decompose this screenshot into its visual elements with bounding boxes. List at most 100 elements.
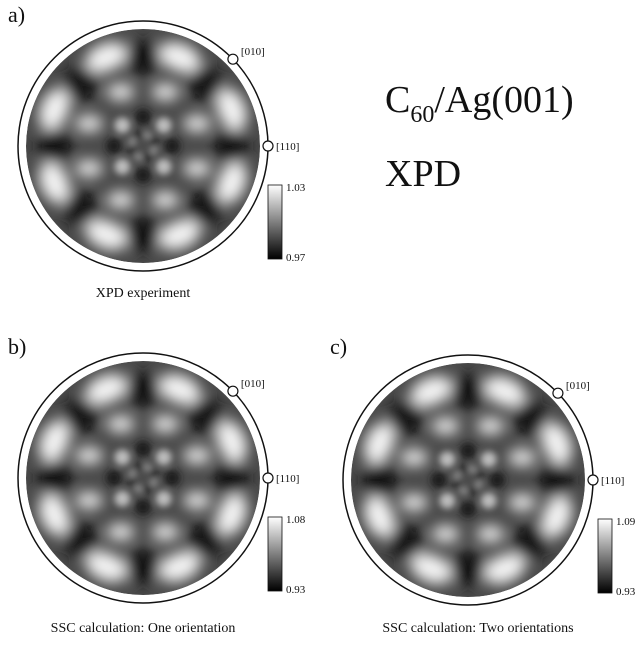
mid-band [183,159,211,177]
dark-spot [37,460,73,496]
inner-spot [459,487,467,495]
direction-label: [110] [601,475,624,487]
direction-label: [110] [276,473,299,485]
method-label: XPD [385,153,461,195]
dark-spot [538,462,574,498]
center-spot [135,109,151,125]
mid-band [151,415,179,433]
dark-spot [362,462,398,498]
center-spot [156,117,172,133]
dark-spot [63,190,99,226]
panel-caption: XPD experiment [96,286,191,301]
inner-spot [134,485,142,493]
title-rest: /Ag(001) [434,79,573,121]
center-spot [156,449,172,465]
colorbar [268,185,282,259]
inner-spot [453,471,461,479]
inner-spot [135,463,143,471]
mid-band [476,417,504,435]
inner-spot [469,465,477,473]
mid-band [151,83,179,101]
inner-spot [128,469,136,477]
inner-spot [150,147,158,155]
dark-spot [63,522,99,558]
mid-band [75,491,103,509]
direction-label: [110] [276,141,299,153]
mid-band [476,525,504,543]
colorbar-max: 1.08 [286,514,306,526]
mid-band [107,523,135,541]
center-spot [460,443,476,459]
center-spot [156,159,172,175]
figure-title: C60/Ag(001) [385,79,574,128]
center-spot [439,451,455,467]
dark-spot [63,398,99,434]
center-spot [164,470,180,486]
inner-spot [475,472,483,480]
center-spot [156,491,172,507]
colorbar-max: 1.03 [286,182,306,194]
center-spot [481,493,497,509]
title-base: C [385,79,410,121]
center-spot [114,117,130,133]
dark-spot [187,190,223,226]
mid-band [75,115,103,133]
panel-label: a) [8,2,25,27]
dark-spot [37,128,73,164]
mid-band [107,83,135,101]
mid-band [432,417,460,435]
inner-spot [468,487,476,495]
dark-spot [125,372,161,408]
dark-spot [388,400,424,436]
inner-spot [453,480,461,488]
center-spot [135,441,151,457]
mid-band [400,493,428,511]
center-spot [489,472,505,488]
inner-spot [144,463,152,471]
direction-marker [588,475,598,485]
direction-label: [010] [241,46,265,58]
dark-spot [187,522,223,558]
panel-caption: SSC calculation: One orientation [51,621,236,636]
mid-band [151,191,179,209]
mid-band [151,523,179,541]
colorbar-min: 0.93 [616,586,636,598]
center-spot [439,493,455,509]
panel-label: b) [8,334,26,359]
center-spot [460,501,476,517]
mid-band [107,415,135,433]
mid-band [75,447,103,465]
center-spot [114,159,130,175]
mid-band [183,115,211,133]
pattern [26,361,260,595]
inner-spot [460,465,468,473]
mid-band [183,447,211,465]
center-spot [114,449,130,465]
dark-spot [213,128,249,164]
inner-spot [128,137,136,145]
mid-band [183,491,211,509]
colorbar-min: 0.97 [286,252,306,264]
inner-spot [134,153,142,161]
dark-spot [63,66,99,102]
center-spot [164,138,180,154]
panel-label: c) [330,334,347,359]
center-spot [135,499,151,515]
dark-spot [187,66,223,102]
direction-label: [010] [241,378,265,390]
mid-band [508,449,536,467]
direction-marker [228,386,238,396]
direction-label: [010] [566,380,590,392]
direction-marker [228,54,238,64]
direction-marker [263,473,273,483]
inner-spot [150,470,158,478]
center-spot [135,167,151,183]
dark-spot [388,524,424,560]
dark-spot [213,460,249,496]
mid-band [400,449,428,467]
dark-spot [512,400,548,436]
mid-band [432,525,460,543]
dark-spot [187,398,223,434]
colorbar-max: 1.09 [616,516,636,528]
mid-band [75,159,103,177]
